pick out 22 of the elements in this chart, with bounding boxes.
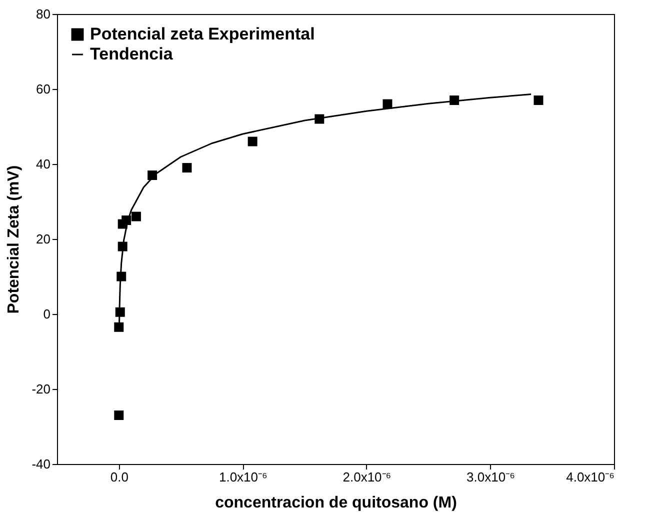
y-tick-label: 20 <box>36 232 50 246</box>
point <box>114 322 124 332</box>
legend-label: Tendencia <box>90 44 174 64</box>
x-axis-title: concentracion de quitosano (M) <box>215 494 457 512</box>
legend-label: Potencial zeta Experimental <box>90 24 315 44</box>
point <box>131 212 141 222</box>
y-tick-label: 60 <box>36 82 50 96</box>
y-tick-label: 40 <box>36 156 50 172</box>
y-tick-label: 80 <box>36 6 50 22</box>
x-tick-label: 1.0x10⁻⁶ <box>218 470 268 484</box>
y-axis-title: Potencial Zeta (mV) <box>6 165 23 314</box>
y-tick-label: 0 <box>43 306 50 322</box>
x-tick-label: 4.0x10⁻⁶ <box>566 470 614 484</box>
x-tick-label: 3.0x10⁻⁶ <box>466 470 515 484</box>
point <box>114 410 124 420</box>
point <box>182 163 192 172</box>
x-tick-label: 0.0 <box>110 470 128 484</box>
point <box>248 136 258 146</box>
x-tick-label: 2.0x10⁻⁶ <box>342 470 392 484</box>
y-tick-label: -20 <box>32 382 50 396</box>
point <box>534 96 544 105</box>
y-tick-label: -40 <box>32 456 50 472</box>
